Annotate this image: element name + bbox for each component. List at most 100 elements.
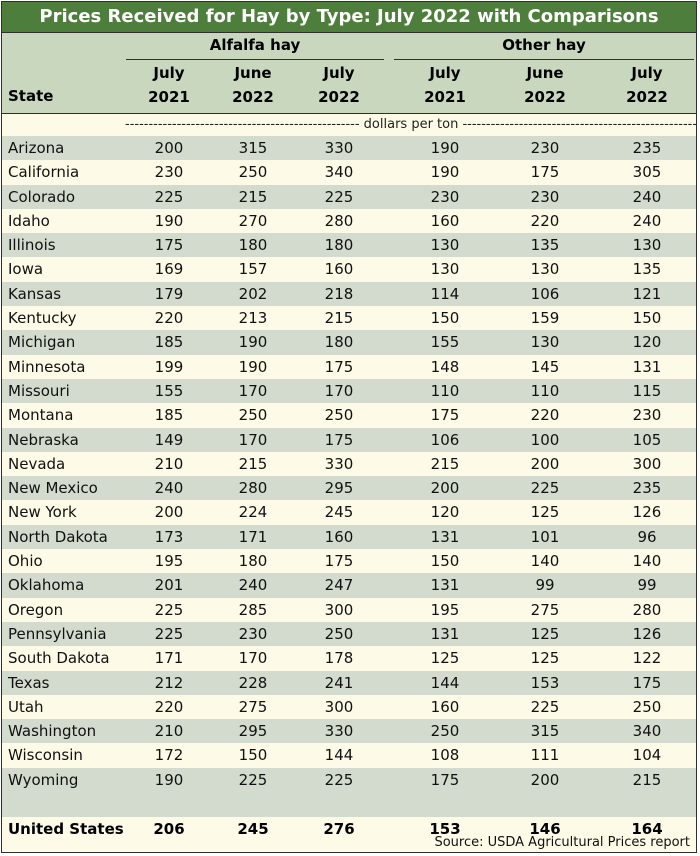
table-cell: 131 (430, 576, 460, 595)
table-cell: 200 (430, 479, 460, 498)
table-cell: 206 (153, 820, 185, 839)
table-cell: 125 (530, 649, 560, 668)
table-cell: 175 (324, 552, 354, 571)
table-cell: 175 (324, 430, 354, 449)
table-cell: 245 (324, 503, 354, 522)
table-cell: 175 (430, 406, 460, 425)
table-cell: 200 (530, 454, 560, 473)
table-cell: 230 (530, 187, 560, 206)
table-cell: 280 (324, 211, 354, 230)
table-cell: 250 (238, 406, 268, 425)
table-cell: 115 (632, 381, 662, 400)
table-cell: 225 (324, 187, 354, 206)
table-cell: 125 (430, 649, 460, 668)
table-cell: 150 (632, 309, 662, 328)
table-cell: 280 (632, 600, 662, 619)
state-name: Ohio (8, 552, 43, 571)
table-cell: 125 (530, 503, 560, 522)
table-cell: 105 (632, 430, 662, 449)
table-row: Oregon 225 285 300 195 275 280 (2, 597, 696, 622)
table-cell: 190 (238, 357, 268, 376)
table-title: Prices Received for Hay by Type: July 20… (2, 2, 696, 33)
group-header-other: Other hay (502, 36, 586, 54)
state-name: Kansas (8, 284, 62, 303)
table-cell: 160 (324, 527, 354, 546)
state-name: Iowa (8, 260, 44, 279)
table-cell: 175 (430, 770, 460, 789)
table-row: Pennsylvania 225 230 250 131 125 126 (2, 621, 696, 647)
state-name: Idaho (8, 211, 50, 230)
column-header: July 2022 (318, 64, 360, 106)
table-cell: 230 (632, 406, 662, 425)
total-label: United States (8, 820, 124, 839)
table-cell: 96 (637, 527, 657, 546)
table-cell: 210 (154, 722, 184, 741)
table-cell: 180 (324, 333, 354, 352)
table-cell: 175 (530, 163, 560, 182)
table-cell: 247 (324, 576, 354, 595)
table-cell: 225 (154, 600, 184, 619)
table-cell: 120 (430, 503, 460, 522)
table-cell: 159 (530, 309, 560, 328)
table-cell: 220 (154, 309, 184, 328)
table-cell: 170 (324, 381, 354, 400)
table-cell: 99 (535, 576, 555, 595)
table-cell: 230 (154, 163, 184, 182)
table-cell: 190 (430, 163, 460, 182)
table-cell: 315 (238, 139, 268, 157)
table-cell: 330 (324, 454, 354, 473)
table-cell: 106 (430, 430, 460, 449)
table-cell: 235 (632, 479, 662, 498)
table-cell: 169 (154, 260, 184, 279)
table-cell: 185 (154, 406, 184, 425)
table-cell: 224 (238, 503, 268, 522)
table-row: New Mexico 240 280 295 200 225 235 (2, 476, 696, 501)
table-row: Wisconsin 172 150 144 108 111 104 (2, 743, 696, 768)
table-cell: 150 (238, 746, 268, 765)
table-cell: 213 (238, 309, 268, 328)
total-row: United States 206 245 276 153 146 164 (2, 817, 696, 842)
table-cell: 108 (430, 746, 460, 765)
table-cell: 240 (632, 187, 662, 206)
column-header: July 2021 (148, 64, 190, 106)
table-cell: 195 (154, 552, 184, 571)
table-cell: 155 (154, 381, 184, 400)
table-cell: 225 (154, 624, 184, 643)
table-cell: 240 (632, 211, 662, 230)
table-cell: 340 (324, 163, 354, 182)
column-header: June 2022 (232, 64, 274, 106)
table-cell: 111 (530, 746, 560, 765)
table-cell: 275 (530, 600, 560, 619)
table-cell: 200 (154, 139, 184, 157)
table-cell: 130 (632, 236, 662, 255)
table-row: North Dakota 173 171 160 131 101 96 (2, 524, 696, 550)
table-cell: 280 (238, 479, 268, 498)
table-cell: 300 (632, 454, 662, 473)
table-cell: 130 (430, 236, 460, 255)
table-cell: 330 (324, 722, 354, 741)
table-cell: 126 (632, 624, 662, 643)
table-cell: 121 (632, 284, 662, 303)
table-cell: 110 (530, 381, 560, 400)
table-cell: 175 (632, 673, 662, 692)
table-cell: 101 (530, 527, 560, 546)
table-cell: 150 (430, 552, 460, 571)
table-cell: 170 (238, 381, 268, 400)
table-row: Nebraska 149 170 175 106 100 105 (2, 427, 696, 452)
table-cell: 131 (632, 357, 662, 376)
table-cell: 300 (324, 600, 354, 619)
table-row: California 230 250 340 190 175 305 (2, 160, 696, 185)
table-cell: 175 (324, 357, 354, 376)
table-row: Missouri 155 170 170 110 110 115 (2, 378, 696, 404)
table-cell: 130 (430, 260, 460, 279)
table-cell: 241 (324, 673, 354, 692)
table-cell: 99 (637, 576, 657, 595)
state-name: Oregon (8, 600, 64, 619)
table-cell: 126 (632, 503, 662, 522)
table-cell: 218 (324, 284, 354, 303)
table-cell: 171 (154, 649, 184, 668)
table-cell: 235 (632, 139, 662, 157)
state-name: Nevada (8, 454, 66, 473)
table-row: Minnesota 199 190 175 148 145 131 (2, 354, 696, 379)
table-row: Michigan 185 190 180 155 130 120 (2, 330, 696, 355)
